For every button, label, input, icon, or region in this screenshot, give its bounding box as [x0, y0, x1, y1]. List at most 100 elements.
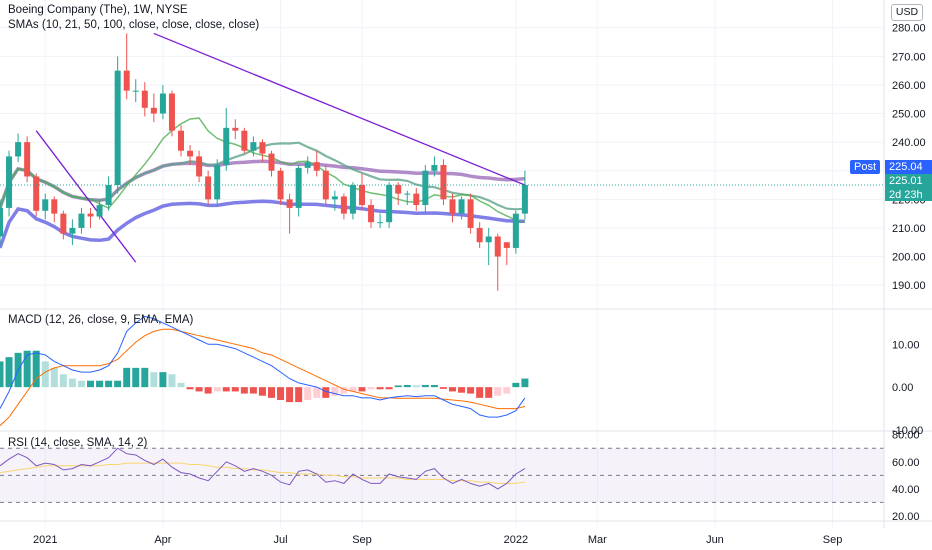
candle-body	[322, 170, 329, 200]
time-axis-label: 2021	[33, 534, 57, 546]
candle-body	[87, 213, 94, 217]
candle	[503, 242, 510, 266]
candle	[322, 165, 329, 206]
candle	[295, 165, 302, 217]
candle	[250, 136, 257, 157]
macd-histogram-bar	[403, 385, 411, 388]
price-tick-label: 270.00	[892, 51, 926, 63]
candle-body	[60, 213, 67, 234]
candle	[69, 219, 76, 246]
candle-body	[295, 167, 302, 208]
rsi-tick-label: 40.00	[892, 484, 920, 496]
macd-histogram-bar	[222, 387, 230, 392]
macd-histogram-bar	[77, 380, 85, 388]
candle	[241, 127, 248, 154]
macd-histogram-bar	[249, 387, 257, 394]
candle-body	[386, 185, 393, 223]
candle	[286, 193, 293, 234]
candle	[205, 170, 212, 206]
candle	[96, 199, 103, 220]
candle-body	[0, 207, 3, 237]
candle-body	[277, 170, 284, 200]
macd-histogram-bar	[240, 387, 248, 394]
rsi-tick-label: 20.00	[892, 511, 920, 523]
candle-body	[6, 156, 13, 208]
candle	[422, 165, 429, 214]
macd-histogram-bar	[213, 387, 221, 392]
candle	[512, 210, 519, 254]
candle-body	[150, 107, 157, 114]
macd-histogram-bar	[367, 387, 375, 390]
candle-body	[123, 70, 130, 91]
macd-histogram-bar	[23, 350, 31, 388]
trendline-2	[153, 32, 526, 186]
sma-legend[interactable]: SMAs (10, 21, 50, 100, close, close, clo…	[8, 19, 260, 31]
rsi-pane[interactable]	[0, 447, 884, 503]
price-tick-label: 240.00	[892, 137, 926, 149]
macd-signal-line	[0, 328, 526, 427]
candle	[386, 182, 393, 228]
macd-histogram-bar	[340, 387, 348, 394]
time-axis-label: Sep	[352, 534, 372, 546]
macd-histogram-bar	[195, 387, 203, 392]
candle-body	[476, 227, 483, 243]
macd-histogram-bar	[512, 382, 520, 388]
macd-histogram-bar	[421, 385, 429, 388]
currency-button[interactable]: USD	[891, 4, 923, 21]
candle	[349, 182, 356, 220]
candle	[476, 222, 483, 248]
candle	[159, 84, 166, 120]
macd-histogram-bar	[349, 387, 357, 392]
time-axis-label: Jun	[706, 534, 724, 546]
price-pane[interactable]	[0, 32, 884, 291]
candle	[141, 82, 148, 117]
candle	[232, 119, 239, 140]
candle	[377, 213, 384, 228]
macd-histogram-bar	[41, 361, 49, 388]
candle	[223, 107, 230, 171]
candle-body	[250, 142, 257, 151]
macd-legend[interactable]: MACD (12, 26, close, 9, EMA, EMA)	[8, 314, 194, 326]
candle-body	[449, 199, 456, 214]
candle-body	[205, 176, 212, 200]
candle	[168, 90, 175, 137]
last-price-value: 225.01	[889, 175, 923, 187]
candle-body	[214, 165, 221, 200]
symbol-title[interactable]: Boeing Company (The), 1W, NYSE	[8, 4, 188, 16]
candle	[431, 156, 438, 177]
macd-histogram-bar	[159, 372, 167, 388]
price-tick-label: 260.00	[892, 80, 926, 92]
candle-body	[33, 176, 40, 211]
macd-histogram-bar	[331, 387, 339, 396]
candle	[458, 196, 465, 220]
rsi-legend[interactable]: RSI (14, close, SMA, 14, 2)	[8, 437, 148, 449]
candle-body	[78, 213, 85, 228]
candle-body	[340, 196, 347, 214]
macd-pane[interactable]	[0, 315, 529, 427]
macd-tick-label: 10.00	[892, 339, 920, 351]
candle-body	[168, 93, 175, 131]
candle-body	[368, 205, 375, 223]
candle	[196, 150, 203, 183]
candle	[0, 199, 3, 246]
candle	[150, 93, 157, 123]
macd-histogram-bar	[521, 378, 529, 388]
candle-body	[141, 90, 148, 108]
candle-body	[503, 242, 510, 248]
macd-histogram-bar	[494, 387, 502, 396]
macd-histogram-bar	[168, 374, 176, 388]
macd-histogram-bar	[286, 387, 294, 403]
candle	[132, 79, 139, 103]
candle-body	[159, 93, 166, 114]
candle-body	[431, 165, 438, 171]
candle	[368, 199, 375, 228]
candle-body	[196, 156, 203, 177]
macd-line	[0, 315, 526, 418]
candle	[259, 139, 266, 163]
macd-histogram-bar	[132, 367, 140, 388]
candle-body	[178, 130, 184, 151]
candle	[51, 196, 58, 223]
candle-body	[512, 213, 519, 248]
macd-histogram-bar	[322, 387, 330, 398]
